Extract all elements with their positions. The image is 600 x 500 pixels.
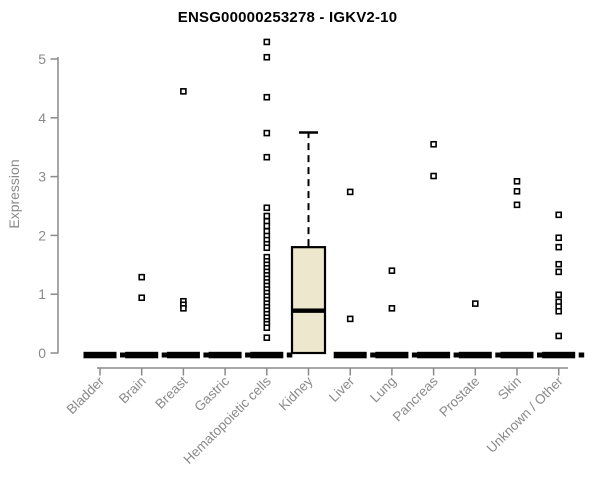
x-tick-label: Gastric — [191, 373, 232, 414]
outlier-point — [346, 188, 354, 196]
x-tick-label: Prostate — [436, 374, 482, 420]
y-tick-label: 3 — [38, 169, 46, 185]
outlier-point — [555, 291, 563, 299]
outlier-point — [138, 294, 145, 302]
zero-expression-point — [203, 352, 209, 358]
outlier-point — [513, 201, 521, 209]
zero-expression-point — [537, 352, 543, 358]
y-tick-label: 4 — [38, 110, 46, 126]
zero-expression-bar — [83, 351, 117, 359]
outlier-point — [346, 315, 354, 323]
outlier-point — [263, 93, 271, 101]
zero-expression-point — [578, 352, 585, 358]
outlier-point — [263, 324, 271, 332]
outlier-point — [138, 273, 145, 281]
x-tick-label: Brain — [116, 374, 149, 407]
zero-expression-point — [411, 352, 418, 358]
outlier-point — [263, 38, 271, 46]
outlier-point — [263, 222, 271, 230]
outlier-point — [555, 268, 563, 276]
zero-expression-point — [286, 352, 293, 358]
median-line — [292, 308, 325, 313]
outlier-point — [263, 212, 271, 220]
zero-expression-bar — [458, 351, 492, 359]
y-tick-label: 1 — [38, 286, 46, 302]
zero-expression-bar — [333, 351, 367, 359]
zero-expression-point — [495, 352, 501, 358]
zero-expression-bar — [250, 351, 284, 359]
x-tick-label: Kidney — [276, 373, 316, 413]
outlier-point — [180, 305, 187, 312]
outlier-point — [555, 260, 563, 268]
zero-expression-bar — [500, 351, 534, 359]
outlier-point — [263, 244, 271, 252]
outlier-point — [263, 129, 271, 137]
outlier-point — [555, 307, 563, 315]
outlier-point — [430, 140, 437, 148]
boxplot-box — [290, 246, 327, 355]
y-tick-label: 5 — [38, 51, 46, 67]
outlier-point — [555, 234, 563, 242]
outlier-point — [513, 178, 521, 185]
outlier-point — [263, 204, 271, 212]
x-tick-label: Pancreas — [390, 373, 441, 424]
zero-expression-bar — [208, 351, 242, 359]
x-tick-label: Liver — [326, 373, 358, 405]
x-tick-label: Skin — [495, 374, 524, 403]
outlier-point — [180, 88, 187, 95]
outlier-point — [263, 53, 271, 61]
zero-expression-bar — [375, 351, 409, 359]
zero-expression-bar — [125, 351, 159, 359]
zero-expression-bar — [542, 351, 576, 359]
zero-expression-point — [161, 352, 168, 358]
outlier-point — [471, 300, 479, 307]
outlier-point — [388, 267, 396, 274]
outlier-point — [263, 153, 271, 161]
zero-expression-point — [120, 352, 126, 358]
outlier-point — [388, 305, 396, 312]
outlier-point — [513, 188, 521, 195]
zero-expression-point — [245, 352, 251, 358]
x-tick-label: Lung — [367, 374, 399, 406]
zero-expression-bar — [417, 351, 451, 359]
zero-expression-point — [453, 352, 460, 358]
y-tick-label: 0 — [38, 345, 46, 361]
outlier-point — [555, 243, 563, 251]
y-tick-label: 2 — [38, 227, 46, 243]
outlier-point — [555, 332, 563, 340]
x-tick-label: Bladder — [64, 373, 108, 417]
x-tick-label: Breast — [152, 373, 190, 411]
zero-expression-bar — [166, 351, 200, 359]
zero-expression-point — [370, 352, 376, 358]
outlier-point — [263, 334, 271, 342]
chart-title: ENSG00000253278 - IGKV2-10 — [177, 9, 398, 26]
outlier-point — [555, 211, 563, 219]
outlier-point — [430, 172, 437, 180]
x-tick-label: Unknown / Other — [484, 373, 567, 456]
